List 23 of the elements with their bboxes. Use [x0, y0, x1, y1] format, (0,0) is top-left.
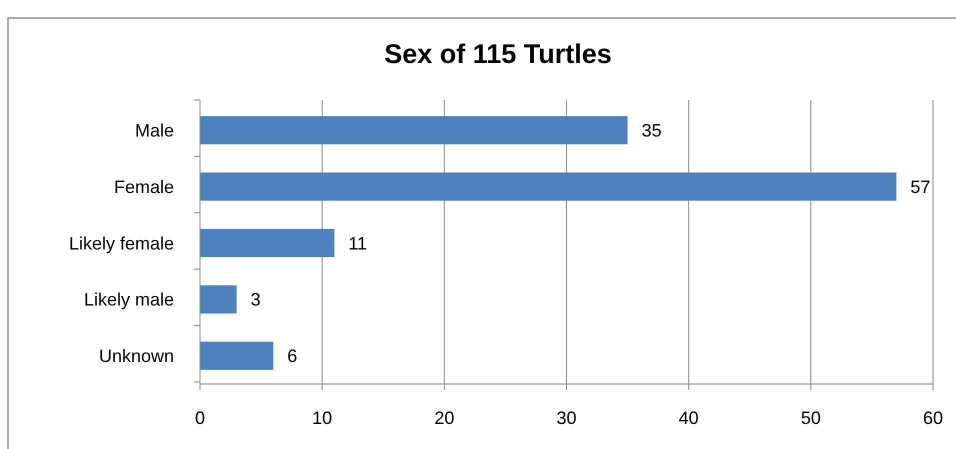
x-tick-label: 0	[194, 408, 206, 428]
bar	[200, 342, 274, 370]
y-tick-label: Likely male	[84, 290, 174, 310]
x-tick-label: 10	[312, 408, 332, 428]
bar	[200, 285, 237, 314]
y-tick-label: Unknown	[98, 346, 174, 366]
data-label: 11	[348, 233, 368, 254]
x-tick-label: 30	[556, 408, 577, 428]
y-tick-label: Female	[114, 176, 174, 197]
y-tick-label: Likely female	[68, 233, 174, 254]
bar	[200, 116, 628, 144]
data-label: 6	[287, 346, 298, 366]
data-label: 35	[642, 120, 662, 140]
data-label: 57	[910, 176, 930, 197]
y-tick-label: Male	[134, 120, 174, 140]
x-tick-label: 20	[434, 408, 454, 428]
chart-title: Sex of 115 Turtles	[384, 39, 612, 69]
bar	[200, 172, 896, 201]
x-tick-label: 50	[800, 408, 821, 428]
bar	[200, 228, 334, 258]
x-tick-label: 40	[678, 408, 699, 428]
data-label: 3	[250, 290, 261, 310]
x-tick-label: 60	[922, 408, 944, 428]
